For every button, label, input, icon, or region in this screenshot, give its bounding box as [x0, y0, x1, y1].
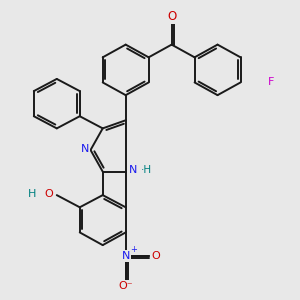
Text: H: H [28, 189, 37, 199]
Text: O⁻: O⁻ [118, 280, 133, 291]
Text: F: F [268, 77, 274, 87]
Text: N: N [129, 165, 137, 175]
Text: O: O [152, 251, 161, 261]
Text: O: O [45, 189, 54, 199]
Text: O: O [167, 10, 176, 23]
Text: ·H: ·H [141, 165, 152, 175]
Text: N: N [80, 144, 89, 154]
Text: N: N [122, 251, 130, 261]
Text: +: + [130, 245, 137, 254]
